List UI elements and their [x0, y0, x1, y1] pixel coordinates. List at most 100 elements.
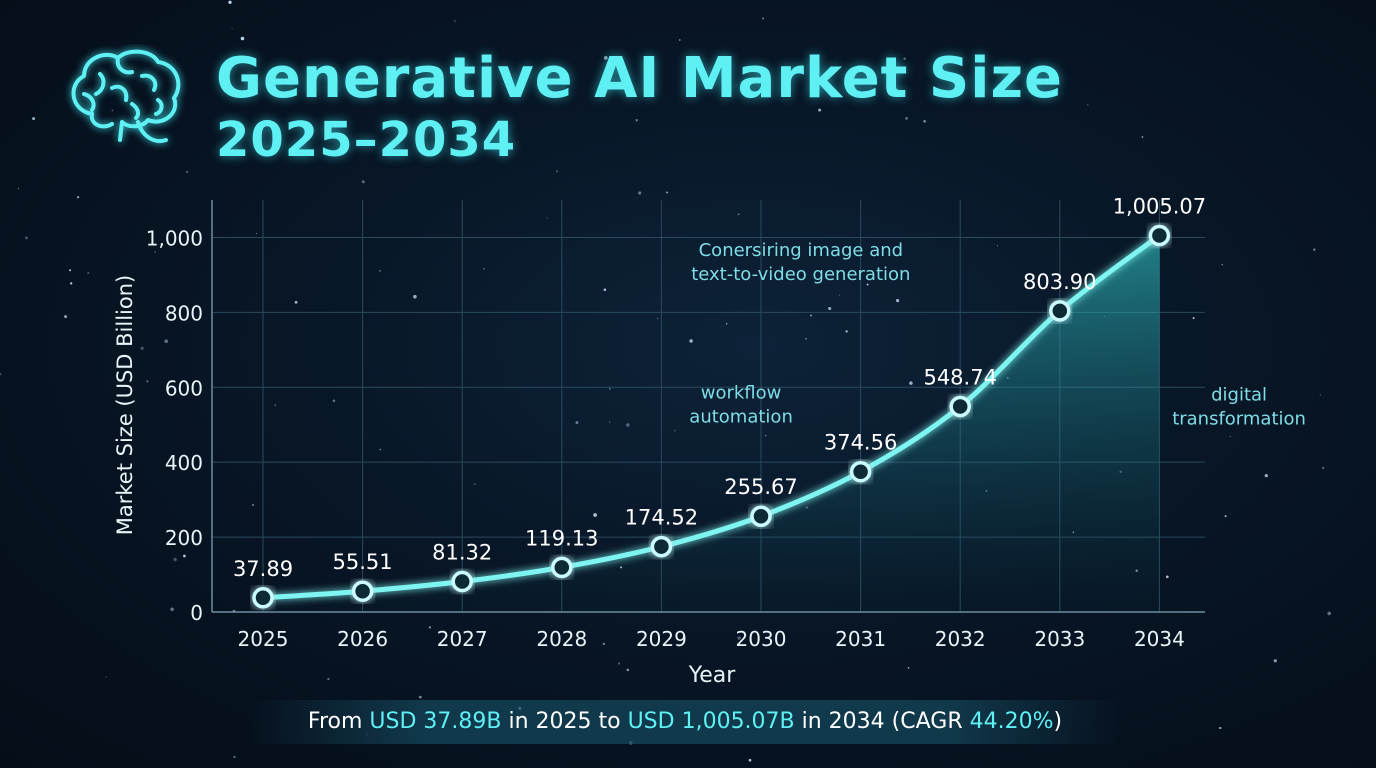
star — [183, 554, 186, 558]
star — [0, 373, 2, 376]
star — [1229, 435, 1231, 438]
star — [32, 117, 36, 121]
data-point — [451, 570, 473, 593]
star — [233, 755, 236, 759]
star — [170, 607, 174, 611]
star — [146, 380, 149, 383]
star — [689, 339, 693, 343]
star — [737, 213, 740, 216]
star — [332, 399, 336, 403]
star — [154, 251, 156, 253]
x-tick-label: 2025 — [238, 627, 289, 651]
star — [857, 65, 860, 68]
star — [546, 217, 548, 219]
x-tick-label: 2027 — [437, 627, 488, 651]
star — [87, 272, 90, 274]
star — [748, 758, 752, 762]
annotation-text: text-to-video generation — [691, 264, 910, 285]
star — [1313, 248, 1316, 251]
star — [76, 196, 80, 199]
data-label: 81.32 — [432, 541, 492, 565]
star — [923, 120, 926, 123]
star — [1221, 263, 1224, 266]
star — [896, 299, 900, 303]
star — [378, 269, 381, 272]
star — [474, 483, 476, 485]
star — [1166, 575, 1169, 579]
star — [751, 252, 754, 255]
annotation-text: transformation — [1172, 408, 1306, 429]
y-tick-label: 600 — [165, 376, 203, 400]
star — [255, 232, 257, 235]
y-tick-label: 0 — [190, 601, 203, 625]
x-tick-label: 2029 — [636, 627, 687, 651]
star — [903, 57, 906, 60]
star — [231, 28, 233, 30]
data-label: 255.67 — [724, 475, 797, 499]
x-tick-label: 2030 — [736, 627, 787, 651]
star — [64, 315, 68, 319]
summary-text: in 2025 to — [501, 709, 628, 734]
x-axis-title: Year — [688, 663, 737, 688]
star — [603, 56, 608, 60]
star — [327, 677, 330, 681]
summary-text: From — [307, 709, 370, 734]
star — [1192, 317, 1195, 320]
star — [638, 191, 642, 195]
star — [575, 421, 579, 425]
data-label: 1,005.07 — [1113, 195, 1207, 219]
star — [603, 288, 607, 291]
star — [185, 170, 189, 174]
x-tick-label: 2032 — [935, 627, 986, 651]
data-label: 374.56 — [824, 431, 897, 455]
star — [173, 557, 177, 562]
chart-subtitle: 2025–2034 — [216, 112, 517, 168]
data-point — [351, 580, 374, 602]
star — [602, 642, 605, 646]
star — [1322, 466, 1325, 469]
x-tick-label: 2028 — [536, 627, 587, 651]
y-axis-title: Market Size (USD Billion) — [113, 275, 137, 535]
star — [361, 180, 365, 184]
annotation-text: digital — [1211, 384, 1267, 405]
y-tick-label: 800 — [165, 301, 203, 325]
star — [674, 430, 676, 432]
star — [274, 404, 277, 407]
annotation-text: Conersiring image and — [699, 240, 903, 261]
y-tick-label: 200 — [165, 526, 203, 550]
star — [228, 0, 232, 4]
y-tick-label: 400 — [165, 451, 203, 475]
star — [838, 294, 841, 296]
star — [851, 75, 854, 78]
star — [626, 668, 630, 672]
star — [609, 421, 611, 423]
star — [1219, 726, 1222, 730]
star — [379, 448, 381, 451]
star — [666, 191, 669, 194]
area-fill — [263, 235, 1160, 612]
star — [845, 330, 848, 333]
data-point — [750, 505, 772, 527]
data-point — [551, 556, 573, 579]
star — [1264, 473, 1268, 478]
star — [907, 666, 910, 669]
data-point — [1049, 300, 1071, 322]
star — [413, 294, 417, 299]
data-label: 55.51 — [333, 550, 393, 574]
star — [866, 283, 869, 286]
star — [635, 119, 638, 122]
summary-start-value: USD 37.89B — [369, 709, 502, 734]
x-tick-label: 2034 — [1134, 627, 1185, 651]
annotation-text: workflow — [701, 383, 782, 404]
data-point — [650, 535, 673, 558]
star — [617, 662, 621, 665]
data-point — [1148, 224, 1171, 247]
star — [105, 676, 107, 678]
star — [70, 282, 73, 285]
data-label: 803.90 — [1023, 270, 1096, 294]
star — [1224, 515, 1227, 518]
star — [609, 388, 611, 390]
data-label: 37.89 — [233, 557, 293, 581]
star — [818, 108, 822, 112]
